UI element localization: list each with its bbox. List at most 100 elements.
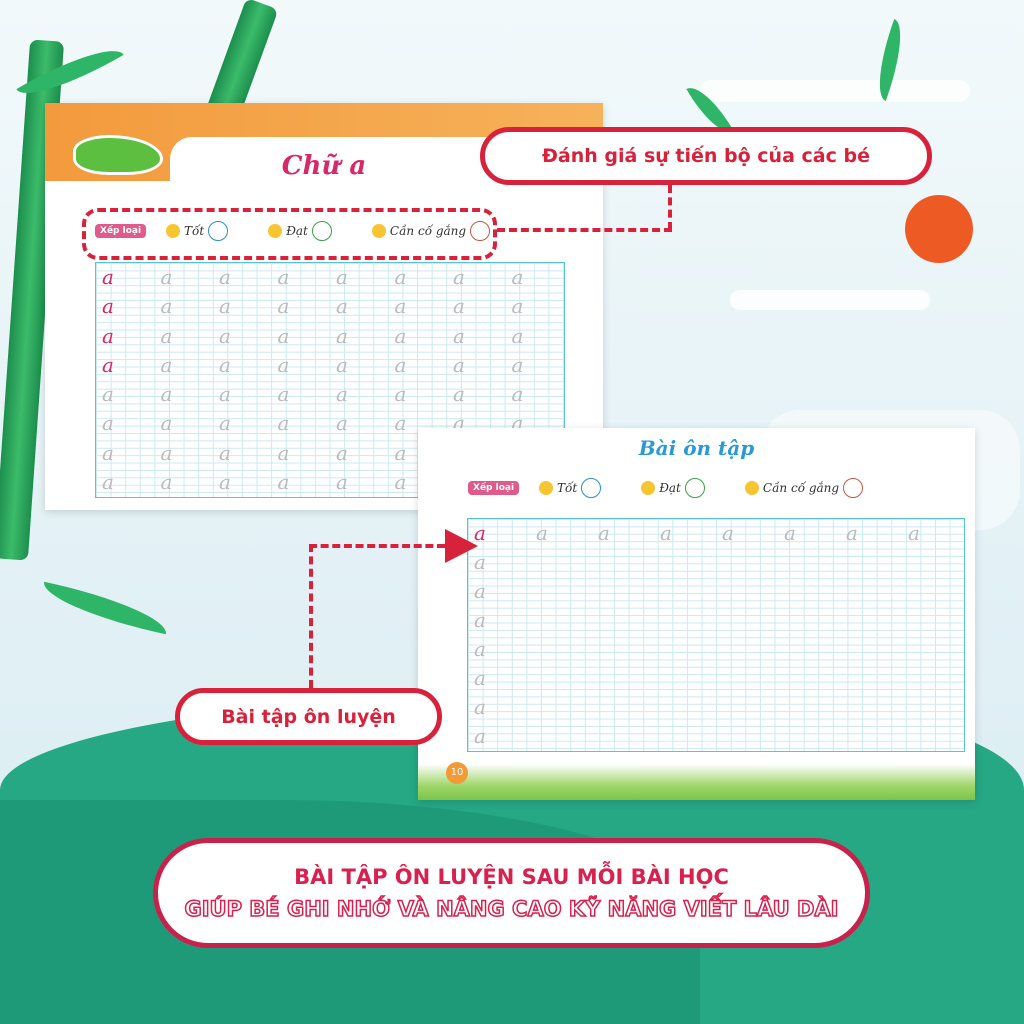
trace-letter: a xyxy=(160,294,173,319)
trace-letter: a xyxy=(453,323,465,348)
trace-letter: a xyxy=(511,382,524,406)
rating-try: Cần cố gắng xyxy=(389,224,467,238)
trace-letter: a xyxy=(536,521,548,545)
callout-practice: Bài tập ôn luyện xyxy=(175,688,442,745)
trace-letter: a xyxy=(102,440,114,465)
rating-circle-try[interactable] xyxy=(470,221,491,241)
trace-letter: a xyxy=(219,323,231,348)
trace-letter: a xyxy=(277,469,290,494)
trace-letter: a xyxy=(660,521,672,545)
trace-letter: a xyxy=(394,352,407,377)
trace-letter: a xyxy=(336,265,348,289)
bottom-banner: BÀI TẬP ÔN LUYỆN SAU MỖI BÀI HỌC GIÚP BÉ… xyxy=(153,838,870,948)
trace-letter: a xyxy=(474,550,486,574)
connector-line xyxy=(497,228,672,232)
trace-letter: a xyxy=(160,411,173,436)
trace-letter: a xyxy=(102,469,114,494)
sad-emoji-icon xyxy=(371,224,386,238)
trace-letter: a xyxy=(160,323,173,348)
trace-letter: a xyxy=(474,724,486,748)
trace-letter: a xyxy=(102,265,114,289)
trace-letter: a xyxy=(336,440,348,465)
laugh-emoji-icon xyxy=(166,224,181,238)
smile-emoji-icon xyxy=(268,224,283,238)
trace-letter: a xyxy=(394,265,407,289)
worksheet-review: Bài ôn tập Xếp loại Tốt Đạt Cần cố gắng … xyxy=(418,428,975,800)
trace-letter: a xyxy=(277,411,290,436)
grass-footer xyxy=(418,764,975,800)
sad-emoji-icon xyxy=(744,481,759,495)
worksheet-title: Bài ôn tập xyxy=(638,436,755,460)
trace-letter: a xyxy=(511,323,524,348)
trace-letter: a xyxy=(102,411,114,436)
trace-letter: a xyxy=(474,637,486,661)
banner-line2: GIÚP BÉ GHI NHỚ VÀ NÂNG CAO KỸ NĂNG VIẾT… xyxy=(184,896,840,922)
trace-letter: a xyxy=(453,411,465,436)
page-number: 10 xyxy=(446,762,468,784)
arrow-right-icon xyxy=(445,529,478,563)
trace-letter: a xyxy=(474,521,486,545)
worksheet-title: Chữ a xyxy=(281,151,367,181)
trace-letter: a xyxy=(453,352,465,377)
rating-row: Xếp loại Tốt Đạt Cần cố gắng xyxy=(95,221,530,241)
smile-emoji-icon xyxy=(641,481,656,495)
trace-letter: a xyxy=(336,352,348,377)
trace-letter: a xyxy=(102,352,114,377)
rating-good: Tốt xyxy=(184,224,205,238)
trace-letter: a xyxy=(160,352,173,377)
trace-letter: a xyxy=(336,411,348,436)
rating-badge: Xếp loại xyxy=(95,224,147,238)
rating-circle-try[interactable] xyxy=(843,478,864,498)
banner-line1: BÀI TẬP ÔN LUYỆN SAU MỖI BÀI HỌC xyxy=(294,865,729,889)
trace-letter: a xyxy=(277,323,290,348)
rating-badge: Xếp loại xyxy=(468,481,520,495)
rating-circle-good[interactable] xyxy=(581,478,602,498)
trace-letter: a xyxy=(277,352,290,377)
trace-letter: a xyxy=(336,294,348,319)
rating-circle-good[interactable] xyxy=(208,221,229,241)
rating-circle-pass[interactable] xyxy=(311,221,332,241)
cloud xyxy=(730,290,930,310)
trace-letter: a xyxy=(219,469,231,494)
trace-letter: a xyxy=(453,265,465,289)
trace-letter: a xyxy=(511,352,524,377)
callout-practice-text: Bài tập ôn luyện xyxy=(221,705,396,728)
connector-line xyxy=(668,185,672,230)
trace-letter: a xyxy=(394,382,407,406)
trace-letter: a xyxy=(394,323,407,348)
trace-letter: a xyxy=(219,294,231,319)
leaf-icon xyxy=(38,581,172,635)
trace-letter: a xyxy=(598,521,610,545)
trace-letter: a xyxy=(336,382,348,406)
trace-letter: a xyxy=(102,382,114,406)
trace-letter: a xyxy=(722,521,734,545)
trace-letter: a xyxy=(474,608,486,632)
trace-letter: a xyxy=(102,294,114,319)
trace-letter: a xyxy=(219,411,231,436)
trace-letter: a xyxy=(394,411,407,436)
laugh-emoji-icon xyxy=(539,481,554,495)
rating-pass: Đạt xyxy=(659,481,681,495)
trace-letter: a xyxy=(336,469,348,494)
trace-letter: a xyxy=(511,265,524,289)
trace-letter: a xyxy=(160,382,173,406)
trace-letter: a xyxy=(277,265,290,289)
trace-letter: a xyxy=(474,666,486,690)
connector-line xyxy=(309,544,445,548)
trace-letter: a xyxy=(219,265,231,289)
trace-letter: a xyxy=(394,294,407,319)
trace-letter: a xyxy=(453,294,465,319)
trace-letter: a xyxy=(277,440,290,465)
trace-letter: a xyxy=(160,440,173,465)
trace-letter: a xyxy=(394,469,407,494)
trace-letter: a xyxy=(908,521,920,545)
cloud xyxy=(700,80,970,102)
crocodile-icon xyxy=(73,135,163,175)
rating-circle-pass[interactable] xyxy=(684,478,705,498)
trace-letter: a xyxy=(160,469,173,494)
connector-line xyxy=(309,544,313,688)
trace-letter: a xyxy=(394,440,407,465)
trace-letter: a xyxy=(219,382,231,406)
